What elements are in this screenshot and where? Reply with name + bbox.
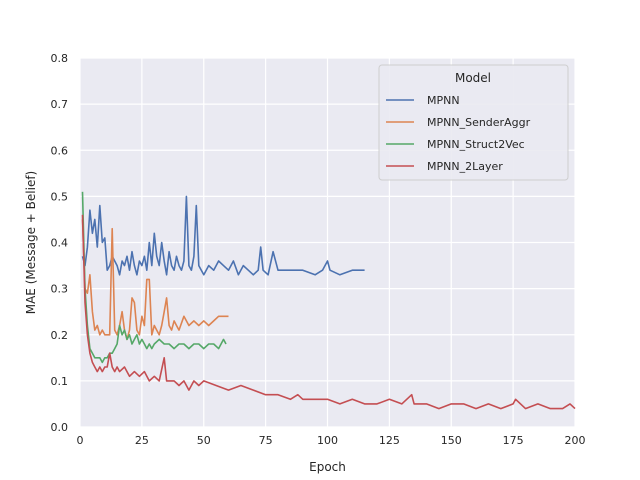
x-tick-label: 150: [441, 434, 462, 447]
x-tick-label: 25: [135, 434, 149, 447]
legend-frame: [378, 64, 569, 181]
legend-label-mpnn-senderaggr: MPNN_SenderAggr: [427, 116, 531, 129]
y-tick-label: 0.1: [51, 375, 69, 388]
x-tick-label: 50: [197, 434, 211, 447]
series-line-mpnn-2layer: [81, 214, 576, 410]
x-tick-label: 200: [565, 434, 586, 447]
x-tick-label: 100: [317, 434, 338, 447]
y-tick-label: 0.3: [51, 283, 69, 296]
y-tick-label: 0.2: [51, 329, 69, 342]
x-axis-title: Epoch: [309, 460, 346, 474]
y-axis-title: MAE (Message + Belief): [24, 171, 38, 315]
series-line-mpnn-senderaggr: [81, 219, 229, 341]
y-tick-label: 0.8: [51, 52, 69, 65]
x-tick-label: 125: [379, 434, 400, 447]
x-tick-label: 75: [259, 434, 273, 447]
y-tick-label: 0.5: [51, 190, 69, 203]
series-layer: [81, 191, 576, 410]
legend-entries: MPNN MPNN_SenderAggr MPNN_Struct2Vec MPNN_2…: [386, 94, 531, 173]
y-tick-label: 0.0: [51, 421, 69, 434]
legend-label-mpnn-struct2vec: MPNN_Struct2Vec: [427, 138, 525, 151]
y-tick-label: 0.4: [51, 237, 69, 250]
x-axis-ticks: 0 25 50 75 100 125 150 175 200: [77, 434, 586, 447]
y-tick-label: 0.7: [51, 98, 69, 111]
legend-label-mpnn: MPNN: [427, 94, 460, 107]
x-tick-label: 0: [77, 434, 84, 447]
y-axis-ticks: 0.0 0.1 0.2 0.3 0.4 0.5 0.6 0.7 0.8: [51, 52, 69, 434]
series-line-mpnn-struct2vec: [81, 191, 227, 364]
y-tick-label: 0.6: [51, 144, 69, 157]
legend-label-mpnn-2layer: MPNN_2Layer: [427, 160, 503, 173]
x-tick-label: 175: [503, 434, 524, 447]
legend-title: Model: [455, 71, 491, 85]
legend: Model MPNN MPNN_SenderAggr MPNN_Struct2Vec…: [378, 64, 569, 181]
